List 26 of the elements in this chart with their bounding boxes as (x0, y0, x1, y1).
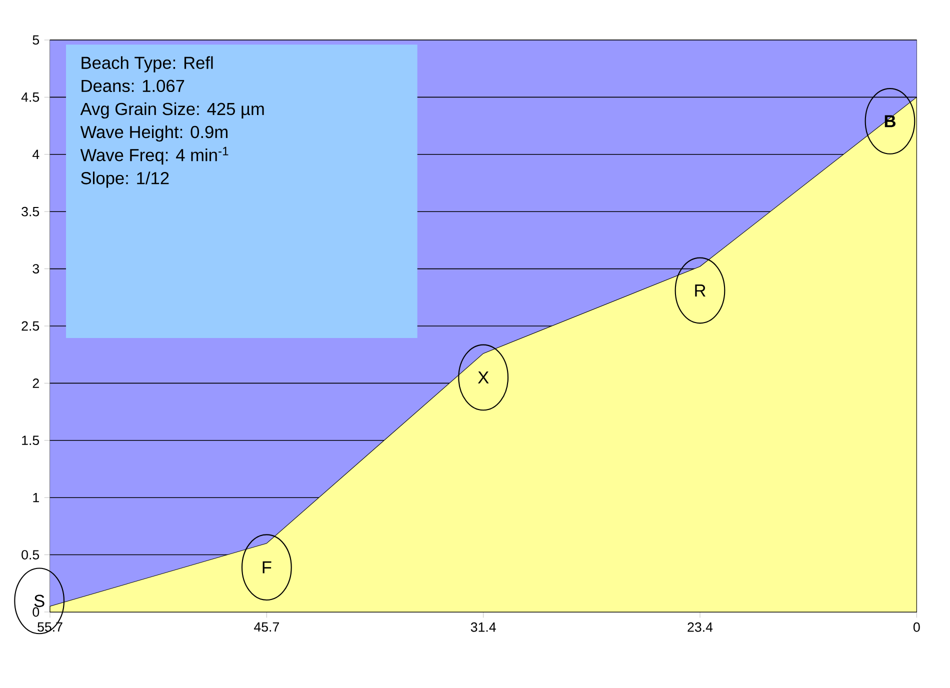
annotation: Slope: 1/12 (81, 172, 169, 188)
annotation: B (884, 115, 896, 128)
y-tick-label: 4.5 (21, 92, 40, 102)
y-tick-label: 5 (32, 35, 40, 45)
y-tick-label: 2.5 (22, 321, 40, 331)
y-tick-label: 1.5 (22, 436, 40, 446)
y-tick-label: 3.5 (22, 206, 40, 216)
y-tick-label: 2 (32, 378, 39, 388)
x-tick-label: 45.7 (254, 622, 279, 632)
y-tick-label: 0 (32, 607, 40, 617)
annotation: Avg Grain Size: 425 µm (80, 102, 264, 119)
y-tick-label: 0.5 (22, 550, 40, 560)
annotation: X (478, 371, 489, 384)
y-tick-label: 4 (32, 150, 40, 159)
annotation: Deans: 1.067 (82, 80, 184, 92)
annotation: F (262, 561, 272, 574)
annotation: Beach Type: Refl (82, 56, 213, 72)
annotation: S (34, 594, 44, 608)
x-tick-label: 31.4 (470, 622, 496, 632)
annotation: R (695, 284, 706, 296)
y-tick-label: 1 (33, 492, 39, 502)
annotation: Wave Height: 0.9m (80, 125, 228, 142)
x-tick-label: 0 (913, 622, 920, 632)
annotation: Wave Freq: 4 min$^{-1}$ (80, 146, 228, 165)
y-tick-label: 3 (32, 264, 40, 274)
x-tick-label: 23.4 (688, 622, 713, 632)
